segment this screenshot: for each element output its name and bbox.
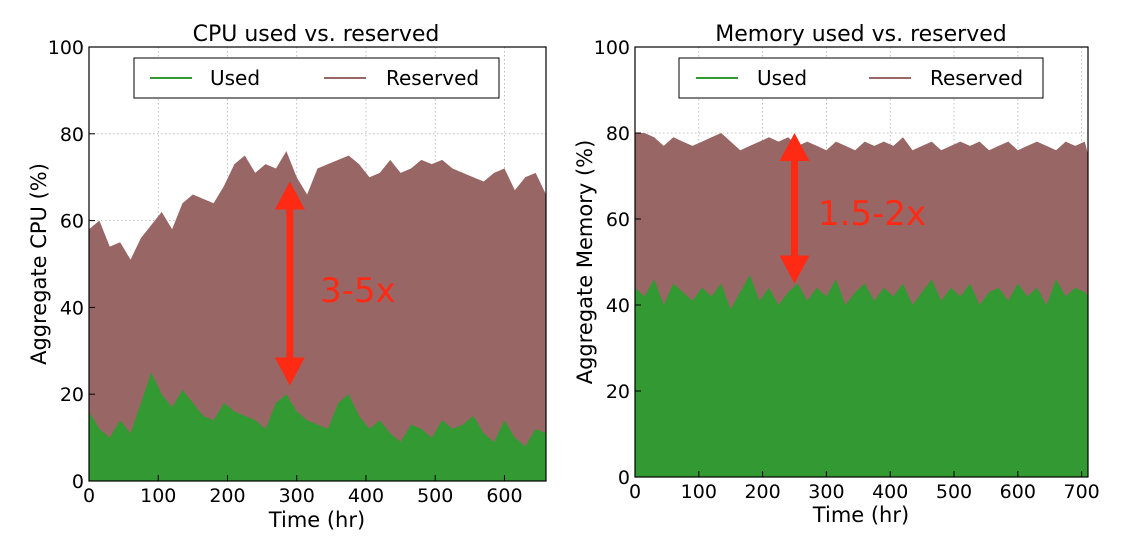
cpu-x-tick-label-600: 600 xyxy=(486,485,522,507)
memory-x-tick-label-700: 700 xyxy=(1063,481,1099,503)
memory-x-tick-label-300: 300 xyxy=(808,481,844,503)
memory-annotation: 1.5-2x xyxy=(779,133,926,284)
memory-chart-title: Memory used vs. reserved xyxy=(715,22,1007,47)
cpu-x-tick-label-200: 200 xyxy=(209,485,245,507)
memory-x-tick-label-400: 400 xyxy=(872,481,908,503)
cpu-x-tick-label-100: 100 xyxy=(140,485,176,507)
cpu-y-axis-label: Aggregate CPU (%) xyxy=(27,163,51,365)
memory-y-tick-label-80: 80 xyxy=(606,123,630,145)
cpu-y-tick-label-80: 80 xyxy=(60,124,84,146)
cpu-y-tick-label-0: 0 xyxy=(72,471,84,493)
cpu-legend-reserved-label: Reserved xyxy=(386,66,479,90)
memory-y-tick-label-0: 0 xyxy=(618,467,630,489)
memory-annotation-arrow xyxy=(779,133,810,284)
memory-y-axis-label: Aggregate Memory (%) xyxy=(573,140,597,385)
memory-plot-frame xyxy=(634,46,1089,478)
cpu-legend-used-label: Used xyxy=(210,66,260,90)
memory-x-tick-label-200: 200 xyxy=(744,481,780,503)
memory-x-tick-label-500: 500 xyxy=(936,481,972,503)
memory-y-tick-label-60: 60 xyxy=(606,209,630,231)
memory-y-tick-label-40: 40 xyxy=(606,295,630,317)
memory-annotation-head-down xyxy=(779,255,810,284)
cpu-chart: CPU used vs. reserved 0 100 200 300 400 500 60… xyxy=(27,22,547,532)
cpu-annotation-head-up xyxy=(274,181,305,210)
cpu-y-tick-label-20: 20 xyxy=(60,384,84,406)
cpu-area-reserved xyxy=(89,151,546,481)
cpu-chart-title: CPU used vs. reserved xyxy=(193,22,440,47)
memory-ticks: 0 100 200 300 400 500 600 700 0 20 40 60 80 100 xyxy=(594,37,1100,503)
cpu-x-tick-label-500: 500 xyxy=(417,485,453,507)
memory-y-tick-label-100: 100 xyxy=(594,37,630,59)
memory-area-used xyxy=(635,274,1088,477)
memory-annotation-label: 1.5-2x xyxy=(818,194,926,234)
cpu-ticks: 0 100 200 300 400 500 600 0 20 40 60 80 100 xyxy=(48,37,523,507)
memory-legend-box xyxy=(678,57,1044,99)
cpu-annotation: 3-5x xyxy=(274,181,396,386)
cpu-x-tick-label-0: 0 xyxy=(83,485,95,507)
cpu-annotation-arrow xyxy=(274,181,305,386)
memory-x-tick-label-0: 0 xyxy=(629,481,641,503)
cpu-legend-box xyxy=(133,57,500,99)
memory-legend: Used Reserved xyxy=(678,57,1044,99)
cpu-annotation-head-down xyxy=(274,357,305,386)
cpu-y-tick-label-60: 60 xyxy=(60,211,84,233)
memory-annotation-head-up xyxy=(779,133,810,161)
cpu-y-tick-label-40: 40 xyxy=(60,297,84,319)
cpu-x-tick-label-400: 400 xyxy=(348,485,384,507)
memory-x-tick-label-100: 100 xyxy=(681,481,717,503)
memory-chart: Memory used vs. reserved 0 100 200 300 400 50… xyxy=(573,22,1100,527)
cpu-legend: Used Reserved xyxy=(133,57,500,99)
cpu-area-used xyxy=(89,372,546,481)
cpu-annotation-label: 3-5x xyxy=(320,271,396,311)
memory-x-axis-label: Time (hr) xyxy=(812,503,909,527)
cpu-x-tick-label-300: 300 xyxy=(279,485,315,507)
memory-x-tick-label-600: 600 xyxy=(1000,481,1036,503)
memory-areas xyxy=(635,133,1088,477)
memory-y-tick-label-20: 20 xyxy=(606,381,630,403)
cpu-x-axis-label: Time (hr) xyxy=(268,508,365,532)
memory-legend-reserved-label: Reserved xyxy=(930,66,1023,90)
cpu-areas xyxy=(89,151,546,481)
cpu-y-tick-label-100: 100 xyxy=(48,37,84,59)
cpu-plot-frame xyxy=(88,46,547,482)
memory-legend-used-label: Used xyxy=(757,66,807,90)
